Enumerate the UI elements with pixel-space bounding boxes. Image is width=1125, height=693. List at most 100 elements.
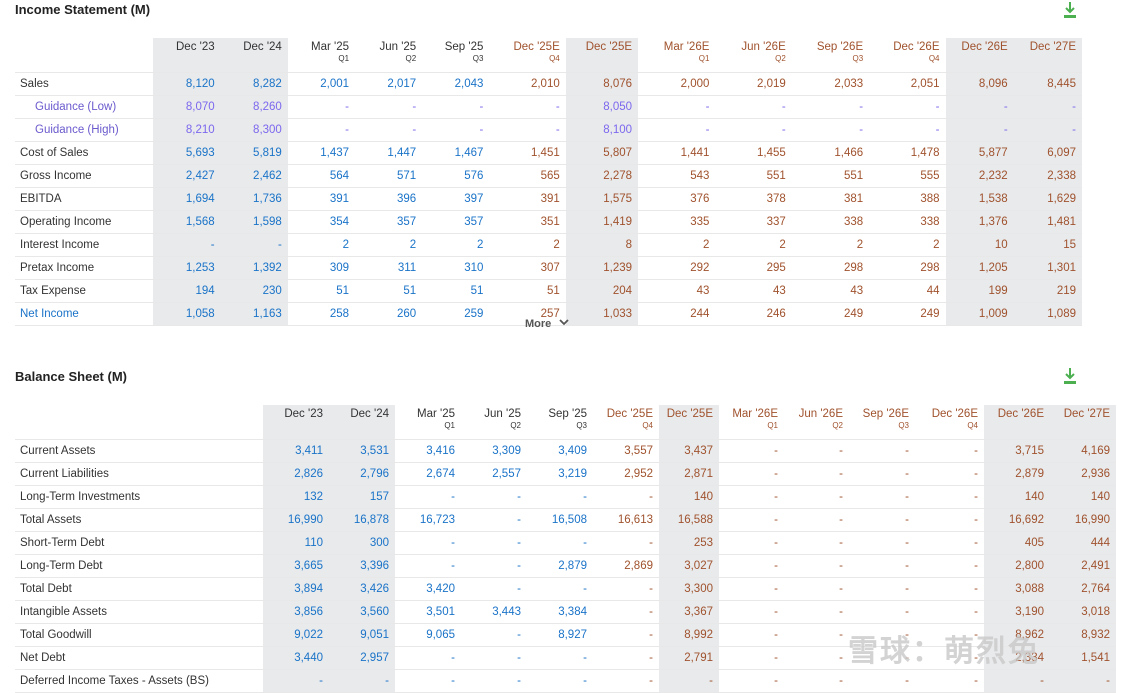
table-cell: 298 xyxy=(869,256,946,280)
column-header-label: Dec '25E xyxy=(606,408,653,420)
column-header-quarter: Q1 xyxy=(338,54,350,63)
table-row: Long-Term Debt 3,665 3,396- -2,879 2,869 3,02… xyxy=(15,554,1116,578)
table-cell: 1,058 xyxy=(153,302,221,326)
table-cell: - xyxy=(784,646,849,670)
table-cell: 3,416 xyxy=(395,439,461,463)
table-cell: 571 xyxy=(355,164,423,188)
table-cell: - xyxy=(153,233,221,257)
table-cell: 2,957 xyxy=(329,646,395,670)
table-cell: 1,447 xyxy=(355,141,423,165)
table-cell: 204 xyxy=(565,279,639,303)
table-cell: 16,990 xyxy=(263,508,329,532)
table-cell: - xyxy=(915,554,984,578)
table-cell: - xyxy=(849,439,915,463)
column-header: Jun '25 Q2 xyxy=(461,405,527,440)
row-label: Tax Expense xyxy=(15,279,154,303)
table-cell: 378 xyxy=(715,187,792,211)
row-label: Cost of Sales xyxy=(15,141,154,165)
table-cell: 1,437 xyxy=(287,141,356,165)
column-header-label: Mar '25 xyxy=(417,408,455,420)
table-cell: 300 xyxy=(329,531,395,555)
table-cell: - xyxy=(849,485,915,509)
table-cell: - xyxy=(784,508,849,532)
table-cell: - xyxy=(849,669,915,693)
table-cell: - xyxy=(329,669,395,693)
column-header-label: Jun '26E xyxy=(741,41,786,53)
column-header: Dec '26E xyxy=(984,405,1050,440)
table-cell: 565 xyxy=(489,164,566,188)
download-icon[interactable] xyxy=(1062,367,1078,385)
table-cell: 1,253 xyxy=(153,256,221,280)
row-label[interactable]: Net Income xyxy=(15,302,154,326)
table-cell: 3,088 xyxy=(984,577,1050,601)
row-label: Net Debt xyxy=(15,646,263,670)
table-cell: 9,022 xyxy=(263,623,329,647)
row-label: Guidance (High) xyxy=(15,118,154,142)
table-cell: 259 xyxy=(422,302,490,326)
table-cell: 51 xyxy=(355,279,423,303)
table-cell: 2,826 xyxy=(263,462,329,486)
table-cell: - xyxy=(527,669,593,693)
column-header-label: Jun '26E xyxy=(798,408,843,420)
column-header: Sep '26E Q3 xyxy=(849,405,915,440)
row-label: Pretax Income xyxy=(15,256,154,280)
table-cell: 1,478 xyxy=(869,141,946,165)
column-header-label: Dec '25E xyxy=(513,41,560,53)
column-header-label: Mar '26E xyxy=(732,408,778,420)
row-label: Total Goodwill xyxy=(15,623,263,647)
table-cell: 5,877 xyxy=(945,141,1014,165)
more-button[interactable]: More xyxy=(525,317,570,330)
table-cell: 3,426 xyxy=(329,577,395,601)
table-cell: - xyxy=(638,118,716,142)
table-cell: 257 xyxy=(489,302,566,326)
column-header-label: Sep '26E xyxy=(816,41,864,53)
table-cell: - xyxy=(461,577,527,601)
column-header: Sep '25 Q3 xyxy=(422,38,490,73)
table-cell: 1,575 xyxy=(565,187,639,211)
table-cell: 5,693 xyxy=(153,141,221,165)
table-cell: - xyxy=(287,118,356,142)
table-cell: - xyxy=(849,462,915,486)
download-icon[interactable] xyxy=(1062,1,1078,19)
table-cell: 3,300 xyxy=(659,577,719,601)
row-label: Total Assets xyxy=(15,508,263,532)
table-cell: 3,190 xyxy=(984,600,1050,624)
table-cell: - xyxy=(791,95,870,119)
table-cell: 246 xyxy=(715,302,792,326)
row-label: Long-Term Debt xyxy=(15,554,263,578)
table-cell: 310 xyxy=(422,256,490,280)
row-label: Long-Term Investments xyxy=(15,485,263,509)
table-cell: - xyxy=(527,577,593,601)
table-row: Net Income 1,058 1,163 258 260 259 257 1,033 244… xyxy=(15,302,1082,326)
table-cell: 2,010 xyxy=(489,72,566,96)
column-header: Sep '26E Q3 xyxy=(791,38,870,73)
table-cell: - xyxy=(461,485,527,509)
table-cell: 307 xyxy=(489,256,566,280)
table-cell: - xyxy=(395,669,461,693)
column-header: Dec '24 xyxy=(329,405,395,440)
table-cell: 43 xyxy=(791,279,870,303)
column-header: Dec '27E xyxy=(1013,38,1082,73)
table-cell: 43 xyxy=(715,279,792,303)
table-cell: 8,992 xyxy=(659,623,719,647)
table-cell: 1,455 xyxy=(715,141,792,165)
table-cell: 1,598 xyxy=(220,210,288,234)
table-cell: 2,001 xyxy=(287,72,356,96)
table-cell: - xyxy=(719,462,784,486)
table-cell: 311 xyxy=(355,256,423,280)
row-label: Deferred Income Taxes - Assets (BS) xyxy=(15,669,263,693)
table-cell: 1,467 xyxy=(422,141,490,165)
column-header-label: Sep '25 xyxy=(548,408,587,420)
table-cell: 8,096 xyxy=(945,72,1014,96)
column-header-label: Dec '25E xyxy=(585,41,633,53)
column-header-label: Sep '25 xyxy=(444,41,484,53)
table-cell: 298 xyxy=(791,256,870,280)
table-cell: - xyxy=(461,623,527,647)
table-cell: 555 xyxy=(869,164,946,188)
table-cell: - xyxy=(945,95,1014,119)
column-header: Jun '26E Q2 xyxy=(784,405,849,440)
table-cell: 2,871 xyxy=(659,462,719,486)
table-cell: 9,051 xyxy=(329,623,395,647)
table-cell: - xyxy=(489,95,566,119)
table-cell: 397 xyxy=(422,187,490,211)
